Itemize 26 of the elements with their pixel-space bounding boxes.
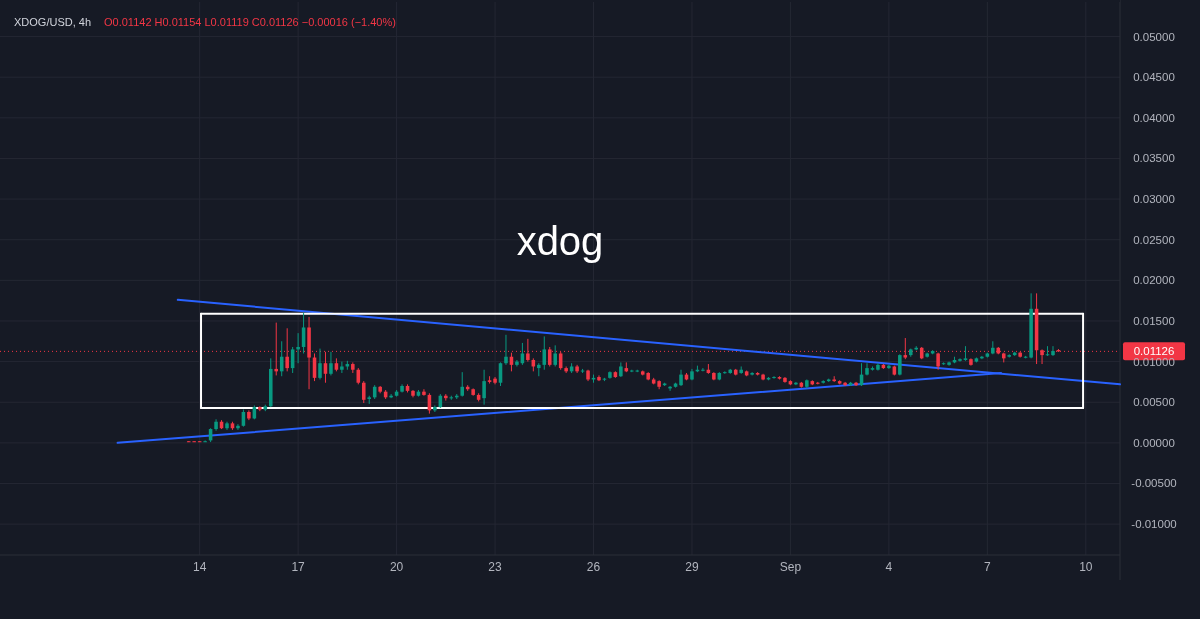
y-tick-label: 0.02000 — [1133, 274, 1175, 287]
y-tick-label: 0.03500 — [1133, 152, 1175, 165]
y-tick-label: 0.04000 — [1133, 111, 1175, 124]
y-tick-label: 0.02500 — [1133, 233, 1175, 246]
y-tick-label: -0.01000 — [1131, 518, 1177, 531]
x-tick-label: Sep — [779, 560, 802, 574]
text: XDOG/USD, 4h — [14, 16, 92, 28]
annotation: xdog — [516, 219, 604, 263]
y-tick-label: 0.01500 — [1133, 314, 1175, 327]
x-tick-label: 10 — [1079, 560, 1093, 574]
text: O0.01142 H0.01154 L0.01119 C0.01126 −0.00016 (−1.40%) — [104, 16, 396, 28]
x-tick-label: 17 — [291, 560, 306, 574]
x-tick-label: 4 — [885, 560, 893, 574]
x-tick-label: 29 — [685, 560, 699, 574]
y-tick-label: 0.05000 — [1133, 30, 1175, 43]
x-tick-label: 26 — [586, 560, 601, 574]
y-tick-label: 0.00500 — [1133, 396, 1175, 409]
ref-line-label: 0.01126 — [1133, 345, 1175, 358]
y-tick-label: -0.00500 — [1131, 477, 1177, 490]
y-tick-label: 0.04500 — [1133, 71, 1175, 84]
x-tick-label: 14 — [192, 560, 207, 574]
x-tick-label: 20 — [389, 560, 404, 574]
y-tick-label: 0.03000 — [1133, 193, 1175, 206]
y-tick-label: 0.00000 — [1133, 436, 1175, 449]
x-tick-label: 7 — [984, 560, 992, 574]
x-tick-label: 23 — [488, 560, 503, 574]
